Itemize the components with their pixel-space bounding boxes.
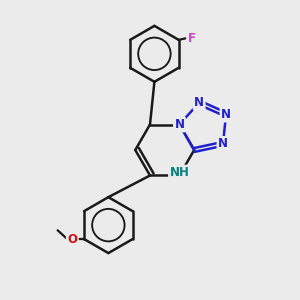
Text: O: O xyxy=(68,232,77,246)
Text: N: N xyxy=(174,118,184,131)
Text: N: N xyxy=(218,137,228,150)
Text: N: N xyxy=(221,108,231,121)
Text: F: F xyxy=(188,32,196,45)
Text: N: N xyxy=(194,96,204,109)
Text: NH: NH xyxy=(169,166,189,179)
